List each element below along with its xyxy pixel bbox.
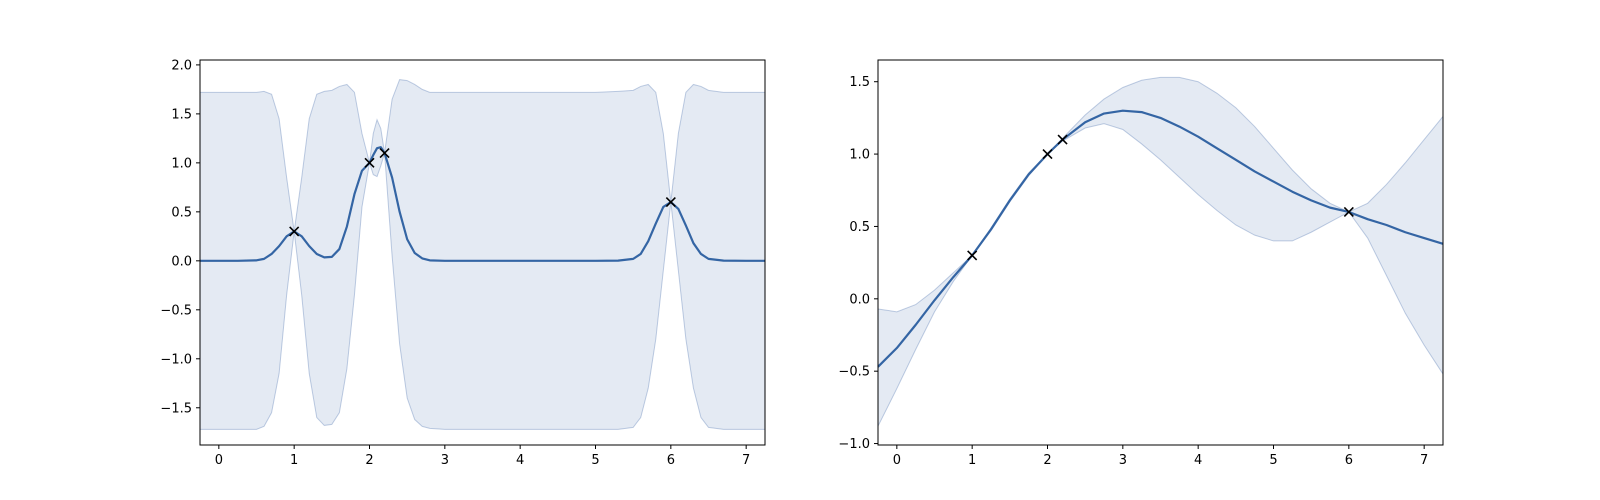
observation-marker [379,148,390,159]
y-tick-label: 0.0 [849,292,870,307]
y-tick-label: 0.0 [171,254,192,269]
x-tick-label: 4 [1194,453,1202,468]
confidence-band [199,79,766,430]
x-tick-label: 0 [893,453,901,468]
observation-marker [665,196,676,208]
axes-frame [199,59,766,446]
x-tick-label: 5 [591,453,599,468]
x-tick-label: 0 [215,453,223,468]
x-tick-label: 7 [742,453,750,468]
x-tick-label: 4 [516,453,524,468]
x-tick-label: 5 [1269,453,1277,468]
observation-marker [967,250,978,261]
observation-marker [1343,206,1354,218]
x-tick-label: 1 [968,453,976,468]
left-gp-panel: 0 1 2 3 4 5 6 7 −1.5 −1.0 −0.5 0.0 0.5 1.0 1.5 2.0 [160,58,766,468]
observation-marker [289,226,300,237]
x-tick-label: 2 [365,453,373,468]
x-tick-label: 2 [1043,453,1051,468]
observation-marker [364,157,375,168]
y-tick-label: 1.5 [171,107,192,122]
y-tick-label: −0.5 [160,303,192,318]
confidence-band [877,76,1444,427]
axes-frame [877,59,1444,446]
y-tick-label: −0.5 [838,365,870,380]
x-tick-label: 6 [667,453,675,468]
observation-marker [1057,134,1068,145]
y-tick-label: 0.5 [171,205,192,220]
right-gp-panel: 0 1 2 3 4 5 6 7 −1.0 −0.5 0.0 0.5 1.0 1.5 [838,59,1444,468]
x-tick-label: 1 [290,453,298,468]
y-tick-label: 1.0 [849,148,870,163]
x-tick-label: 3 [441,453,449,468]
y-tick-label: 1.5 [849,75,870,90]
y-tick-label: 2.0 [171,58,192,73]
y-tick-label: 0.5 [849,220,870,235]
observation-marker [1042,149,1053,160]
x-tick-label: 7 [1420,453,1428,468]
y-tick-label: −1.0 [838,437,870,452]
x-tick-label: 3 [1119,453,1127,468]
y-tick-label: −1.0 [160,352,192,367]
y-tick-label: −1.5 [160,401,192,416]
y-tick-label: 1.0 [171,156,192,171]
x-tick-label: 6 [1345,453,1353,468]
